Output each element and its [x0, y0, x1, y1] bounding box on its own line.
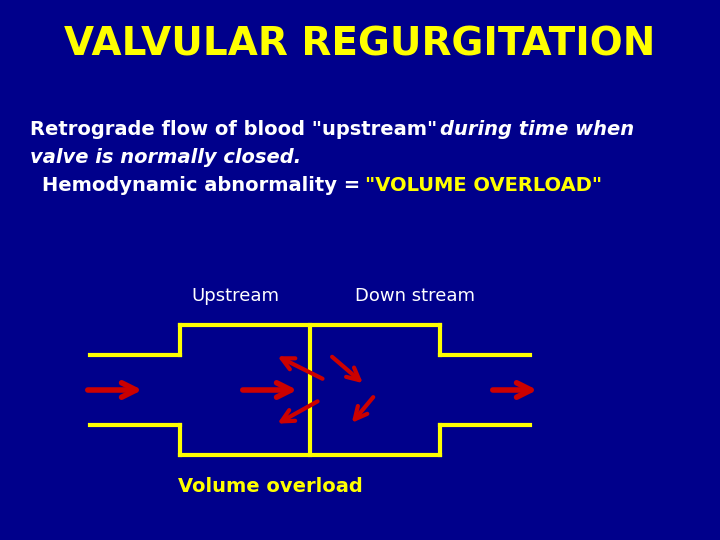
Text: Hemodynamic abnormality =: Hemodynamic abnormality =: [42, 176, 367, 195]
Text: Retrograde flow of blood "upstream": Retrograde flow of blood "upstream": [30, 120, 444, 139]
Text: during time when: during time when: [440, 120, 634, 139]
Text: valve is normally closed.: valve is normally closed.: [30, 148, 301, 167]
Text: Volume overload: Volume overload: [178, 477, 362, 496]
Text: VALVULAR REGURGITATION: VALVULAR REGURGITATION: [64, 26, 656, 64]
Text: Upstream: Upstream: [191, 287, 279, 305]
Text: Down stream: Down stream: [355, 287, 475, 305]
Text: "VOLUME OVERLOAD": "VOLUME OVERLOAD": [365, 176, 602, 195]
